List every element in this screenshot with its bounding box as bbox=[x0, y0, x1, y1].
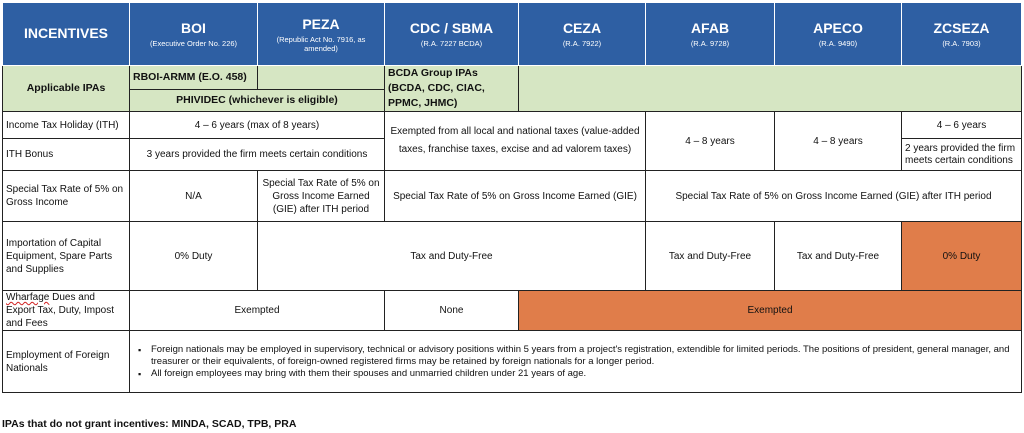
special-tax-afab-zcseza: Special Tax Rate of 5% on Gross Income E… bbox=[645, 170, 1022, 222]
employment-label: Employment of Foreign Nationals bbox=[2, 330, 130, 393]
special-tax-cdc-ceza: Special Tax Rate of 5% on Gross Income E… bbox=[384, 170, 646, 222]
import-boi: 0% Duty bbox=[129, 221, 258, 291]
header-boi: BOI (Executive Order No. 226) bbox=[129, 2, 258, 66]
employment-bullet-2: All foreign employees may bring with the… bbox=[138, 368, 1018, 380]
header-row: INCENTIVES BOI (Executive Order No. 226) … bbox=[2, 2, 1022, 66]
table-row-special-tax: Special Tax Rate of 5% on Gross Income N… bbox=[2, 170, 1022, 222]
header-incentives: INCENTIVES bbox=[2, 2, 130, 66]
table-row-ith-bonus: ITH Bonus 3 years provided the firm meet… bbox=[2, 138, 1022, 171]
header-peza: PEZA (Republic Act No. 7916, as amended) bbox=[257, 2, 385, 66]
incentives-table: INCENTIVES BOI (Executive Order No. 226) … bbox=[2, 2, 1022, 393]
ipas-peza-empty bbox=[257, 65, 385, 90]
ith-bonus-zcseza: 2 years provided the firm meets certain … bbox=[901, 138, 1022, 171]
table-row-ipas-bottom: PHIVIDEC (whichever is eligible) bbox=[3, 89, 1022, 112]
table-row-wharfage: Wharfage Dues and Export Tax, Duty, Impo… bbox=[2, 290, 1022, 331]
special-tax-peza: Special Tax Rate of 5% on Gross Income E… bbox=[257, 170, 385, 222]
ith-zcseza: 4 – 6 years bbox=[901, 111, 1022, 139]
special-tax-boi: N/A bbox=[129, 170, 258, 222]
wharfage-cdc: None bbox=[384, 290, 519, 331]
wharfage-word: Wharfage bbox=[6, 292, 50, 303]
header-zcseza: ZCSEZA (R.A. 7903) bbox=[901, 2, 1022, 66]
ith-cdc-ceza: Exempted from all local and national tax… bbox=[384, 111, 646, 171]
import-label: Importation of Capital Equipment, Spare … bbox=[2, 221, 130, 291]
header-apeco: APECO (R.A. 9490) bbox=[774, 2, 902, 66]
import-peza-ceza: Tax and Duty-Free bbox=[257, 221, 646, 291]
employment-bullet-1: Foreign nationals may be employed in sup… bbox=[138, 344, 1018, 368]
footer-note: IPAs that do not grant incentives: MINDA… bbox=[2, 418, 297, 430]
ith-bonus-boi-peza: 3 years provided the firm meets certain … bbox=[129, 138, 385, 171]
special-tax-label: Special Tax Rate of 5% on Gross Income bbox=[2, 170, 130, 222]
table-row-ith: Income Tax Holiday (ITH) 4 – 6 years (ma… bbox=[2, 111, 1022, 171]
incentives-table-container: INCENTIVES BOI (Executive Order No. 226) … bbox=[2, 2, 1022, 393]
import-apeco: Tax and Duty-Free bbox=[774, 221, 902, 291]
ith-apeco: 4 – 8 years bbox=[774, 111, 902, 171]
employment-bullets: Foreign nationals may be employed in sup… bbox=[133, 344, 1018, 380]
ith-boi-peza: 4 – 6 years (max of 8 years) bbox=[129, 111, 385, 139]
ipas-rest-empty bbox=[518, 65, 1022, 112]
wharfage-label: Wharfage Dues and Export Tax, Duty, Impo… bbox=[2, 290, 130, 331]
ipas-cdc: BCDA Group IPAs (BCDA, CDC, CIAC, PPMC, … bbox=[384, 65, 519, 112]
employment-content: Foreign nationals may be employed in sup… bbox=[129, 330, 1022, 393]
ipas-boi-rboi: RBOI-ARMM (E.O. 458) bbox=[129, 65, 258, 90]
header-ceza: CEZA (R.A. 7922) bbox=[518, 2, 646, 66]
ipas-phividec: PHIVIDEC (whichever is eligible) bbox=[129, 89, 385, 112]
import-afab: Tax and Duty-Free bbox=[645, 221, 775, 291]
ith-label: Income Tax Holiday (ITH) bbox=[2, 111, 130, 139]
import-zcseza: 0% Duty bbox=[901, 221, 1022, 291]
wharfage-label-rest: Dues and Export Tax, Duty, Impost and Fe… bbox=[6, 292, 115, 329]
wharfage-ceza-zcseza: Exempted bbox=[518, 290, 1022, 331]
table-row-importation: Importation of Capital Equipment, Spare … bbox=[2, 221, 1022, 291]
ipas-label: Applicable IPAs bbox=[2, 65, 130, 112]
table-row-ipas-top: Applicable IPAs RBOI-ARMM (E.O. 458) BCD… bbox=[2, 65, 1022, 112]
table-row-employment: Employment of Foreign Nationals Foreign … bbox=[2, 330, 1022, 393]
header-afab: AFAB (R.A. 9728) bbox=[645, 2, 775, 66]
ith-bonus-label: ITH Bonus bbox=[2, 138, 130, 171]
ith-afab: 4 – 8 years bbox=[645, 111, 775, 171]
wharfage-boi-peza: Exempted bbox=[129, 290, 385, 331]
header-cdc-sbma: CDC / SBMA (R.A. 7227 BCDA) bbox=[384, 2, 519, 66]
